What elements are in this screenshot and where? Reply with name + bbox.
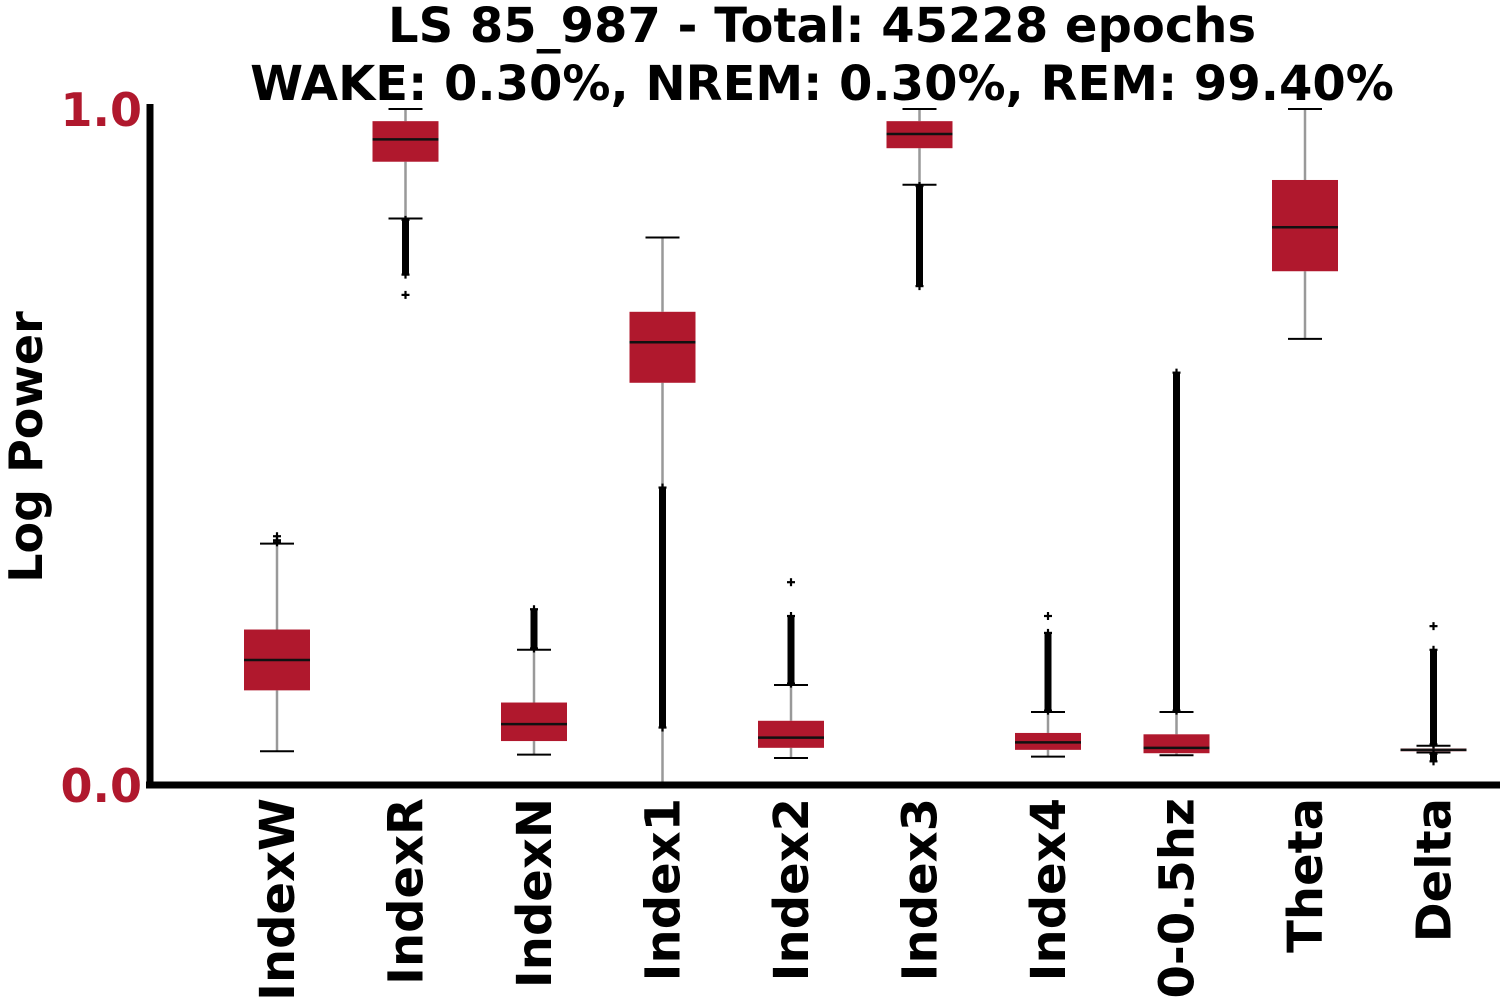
box-IndexR [372,108,439,299]
box-Theta [1272,108,1338,340]
box-iqr [1272,179,1338,272]
outlier-marker [915,282,924,291]
outlier-cluster [787,616,795,684]
outlier-marker [787,612,795,620]
title-line-2: WAKE: 0.30%, NREM: 0.30%, REM: 99.40% [250,56,1394,112]
x-tick-label: Index1 [636,798,692,981]
outlier-marker [915,182,924,191]
chart-title: LS 85_987 - Total: 45228 epochs WAKE: 0.… [250,0,1394,112]
box-Index2 [758,578,824,759]
outlier-marker [401,290,410,299]
outlier-marker [658,723,667,732]
y-tick-label-top: 1.0 [61,83,143,137]
x-tick-label: 0-0.5hz [1150,798,1206,998]
outlier-cluster [916,186,923,287]
x-tick-label: IndexN [507,798,563,988]
x-tick-label: IndexW [250,798,306,1000]
outlier-marker [1429,740,1438,749]
box-Index4 [1015,612,1081,758]
box-iqr [629,311,696,383]
outlier-marker [1044,612,1052,620]
outlier-marker [1172,706,1181,715]
box-iqr [501,702,567,742]
box-Index1 [629,236,696,786]
outlier-marker [273,532,281,541]
box-Index3 [886,108,953,291]
outlier-marker [787,679,795,688]
outlier-marker [1429,749,1438,758]
outlier-marker [401,215,410,224]
box-IndexW [244,532,310,753]
outlier-cluster [530,609,538,649]
outlier-marker [401,270,410,279]
x-tick-label: Index3 [893,798,949,981]
outlier-marker [1044,706,1052,715]
box-IndexN [501,605,567,756]
outlier-cluster [1430,649,1437,745]
outlier-marker [1044,628,1052,637]
outlier-cluster [1173,372,1180,711]
x-tick-label: Theta [1278,798,1334,953]
outlier-marker [1172,368,1181,377]
outlier-cluster [659,487,666,728]
title-line-1: LS 85_987 - Total: 45228 epochs [388,0,1256,54]
plot-area [244,108,1467,786]
x-tick-label: Index2 [764,798,820,981]
box-0-0.5hz [1143,368,1210,757]
y-axis-label: Log Power [0,311,53,583]
outlier-cluster [402,219,409,275]
outlier-marker [530,644,538,653]
outlier-marker [1429,645,1438,654]
outlier-marker [658,483,667,492]
outlier-cluster [1044,632,1052,711]
box-iqr [1143,734,1210,754]
outlier-marker [1429,622,1438,631]
outlier-marker [787,578,795,587]
y-tick-label-bottom: 0.0 [61,759,143,813]
outlier-marker [1429,757,1438,766]
x-tick-labels: IndexW IndexR IndexN Index1 Index2 Index3 Inde… [250,798,1463,1000]
x-tick-label: Index4 [1021,798,1077,981]
x-tick-label: IndexR [379,798,435,985]
box-iqr [372,121,439,162]
x-tick-label: Delta [1407,798,1463,942]
box-iqr [758,720,824,748]
outlier-marker [530,605,538,614]
box-Delta [1400,622,1467,766]
